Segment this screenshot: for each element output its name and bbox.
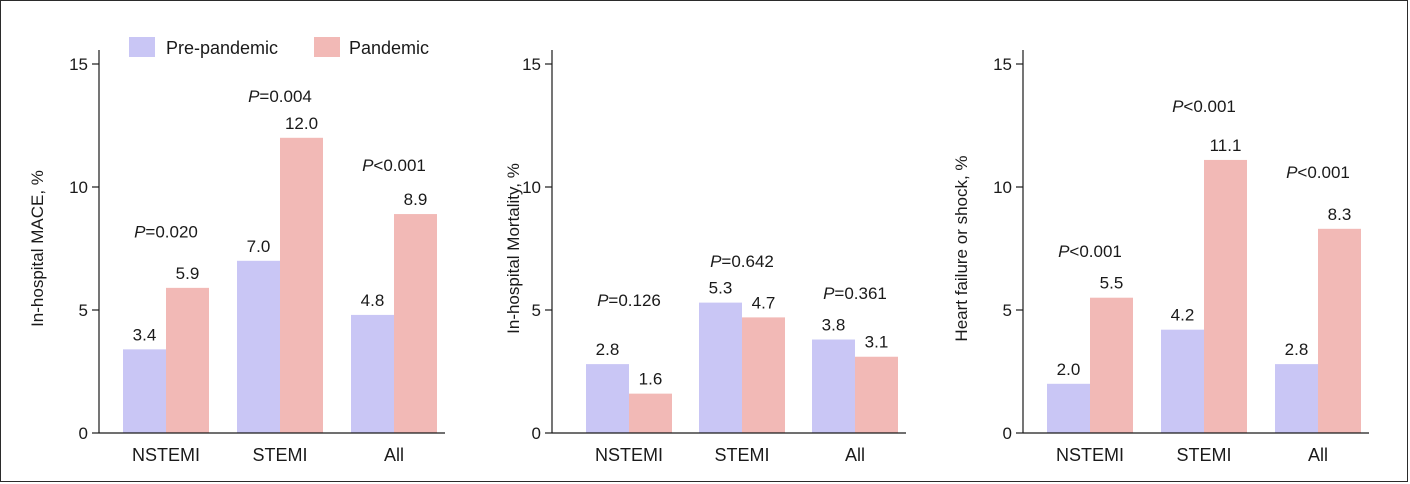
bar-value-label: 2.8: [1285, 340, 1309, 359]
p-value-annotation: P=0.361: [823, 284, 887, 303]
x-tick-label: NSTEMI: [1056, 445, 1124, 465]
bar-value-label: 2.0: [1057, 360, 1081, 379]
p-value-annotation: P<0.001: [1172, 97, 1236, 116]
bar-value-label: 12.0: [285, 114, 318, 133]
bar-value-label: 8.3: [1328, 205, 1352, 224]
y-tick-label: 0: [1003, 424, 1012, 443]
bar-value-label: 8.9: [404, 190, 428, 209]
y-tick-label: 10: [522, 178, 541, 197]
chart-panel-1: 0 5 10 15 In-hospital MACE, % 3.4 5.9 NSTEMI P=0…: [28, 50, 445, 465]
y-axis-title: In-hospital MACE, %: [28, 170, 47, 327]
p-value-annotation: P<0.001: [1058, 242, 1122, 261]
y-tick-label: 10: [993, 178, 1012, 197]
bar-pre-pandemic: [586, 364, 629, 433]
p-value-annotation: P=0.020: [134, 222, 198, 241]
y-tick-label: 0: [79, 424, 88, 443]
chart-panel-2: 0 5 10 15 In-hospital Mortality, % 2.8 1.6 NSTE…: [504, 50, 906, 465]
bar-pandemic: [394, 214, 437, 433]
p-value-annotation: P<0.001: [362, 156, 426, 175]
legend-label: Pre-pandemic: [166, 38, 278, 58]
bar-value-label: 5.5: [1100, 274, 1124, 293]
bar-value-label: 3.4: [133, 325, 157, 344]
bar-value-label: 4.8: [361, 291, 385, 310]
bar-pandemic: [1204, 159, 1247, 433]
bar-value-label: 4.2: [1171, 306, 1195, 325]
bar-pre-pandemic: [1275, 364, 1318, 433]
y-tick-label: 0: [532, 424, 541, 443]
x-tick-label: STEMI: [252, 445, 307, 465]
y-tick-label: 5: [532, 301, 541, 320]
bar-value-label: 4.7: [752, 293, 776, 312]
bar-value-label: 11.1: [1210, 136, 1242, 155]
y-tick-label: 15: [69, 55, 88, 74]
bar-value-label: 3.1: [865, 333, 889, 352]
bar-value-label: 3.8: [822, 316, 846, 335]
y-tick-label: 5: [79, 301, 88, 320]
p-value-annotation: P=0.126: [597, 291, 661, 310]
x-tick-label: STEMI: [714, 445, 769, 465]
legend-swatch-pandemic: [314, 37, 340, 57]
chart-panel-3: 0 5 10 15 Heart failure or shock, % 2.0 5.5 NST…: [952, 50, 1369, 465]
legend: Pre-pandemic Pandemic: [129, 37, 429, 58]
y-tick-label: 15: [522, 55, 541, 74]
bar-pre-pandemic: [699, 302, 742, 433]
bar-pre-pandemic: [123, 349, 166, 433]
bar-value-label: 7.0: [247, 237, 271, 256]
bar-pre-pandemic: [1047, 383, 1090, 433]
x-tick-label: All: [384, 445, 404, 465]
bar-pre-pandemic: [237, 260, 280, 433]
bar-value-label: 2.8: [596, 340, 620, 359]
y-axis-title: In-hospital Mortality, %: [504, 163, 523, 334]
bar-pandemic: [742, 317, 785, 433]
y-tick-label: 5: [1003, 301, 1012, 320]
bar-pandemic: [166, 287, 209, 433]
bar-pandemic: [855, 356, 898, 433]
x-tick-label: All: [845, 445, 865, 465]
bar-pandemic: [629, 393, 672, 433]
bar-pandemic: [280, 137, 323, 434]
x-tick-label: NSTEMI: [132, 445, 200, 465]
x-tick-label: STEMI: [1176, 445, 1231, 465]
bar-pandemic: [1318, 228, 1361, 433]
legend-swatch-pre-pandemic: [129, 37, 155, 57]
bar-value-label: 5.9: [176, 264, 200, 283]
p-value-annotation: P=0.004: [248, 87, 312, 106]
y-tick-label: 15: [993, 55, 1012, 74]
x-tick-label: All: [1308, 445, 1328, 465]
bar-value-label: 1.6: [639, 370, 663, 389]
x-tick-label: NSTEMI: [595, 445, 663, 465]
bar-pre-pandemic: [1161, 329, 1204, 433]
p-value-annotation: P<0.001: [1286, 163, 1350, 182]
p-value-annotation: P=0.642: [710, 252, 774, 271]
legend-label: Pandemic: [349, 38, 429, 58]
bar-pre-pandemic: [812, 339, 855, 433]
y-tick-label: 10: [69, 178, 88, 197]
y-axis-title: Heart failure or shock, %: [952, 155, 971, 341]
bar-pandemic: [1090, 297, 1133, 433]
bar-value-label: 5.3: [709, 279, 733, 298]
bar-pre-pandemic: [351, 314, 394, 433]
